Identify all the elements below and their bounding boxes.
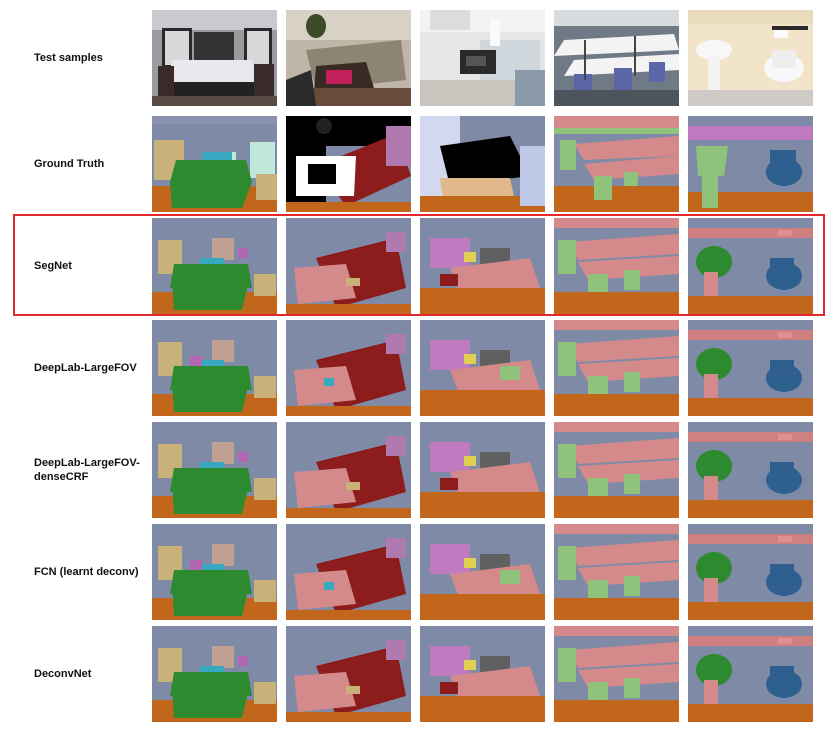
- segmentation-living-room-tile: [286, 524, 411, 620]
- segmentation-bedroom-tile: [152, 116, 277, 212]
- row-label: DeepLab-LargeFOV: [34, 362, 137, 374]
- segmentation-bedroom-tile: [152, 218, 277, 314]
- row-label: FCN (learnt deconv): [34, 566, 139, 578]
- photo-bedroom-tile: [152, 10, 277, 106]
- row-deconvnet: DeconvNet: [0, 626, 832, 722]
- segmentation-classroom-tile: [554, 320, 679, 416]
- row-label: SegNet: [34, 260, 72, 272]
- segmentation-bedroom-tile: [152, 524, 277, 620]
- row-label: Ground Truth: [34, 158, 105, 170]
- segmentation-kitchen-tile: [420, 116, 545, 212]
- photo-living-room-tile: [286, 10, 411, 106]
- row-ground-truth: Ground Truth: [0, 116, 832, 212]
- segmentation-kitchen-tile: [420, 626, 545, 722]
- row-test-samples: Test samples: [0, 10, 832, 106]
- segmentation-kitchen-tile: [420, 422, 545, 518]
- segmentation-bathroom-tile: [688, 320, 813, 416]
- segmentation-kitchen-tile: [420, 218, 545, 314]
- segmentation-bedroom-tile: [152, 422, 277, 518]
- row-deeplab-largefov: DeepLab-LargeFOV: [0, 320, 832, 416]
- segmentation-living-room-tile: [286, 218, 411, 314]
- row-label: DeconvNet: [34, 668, 92, 680]
- row-label: Test samples: [34, 52, 103, 64]
- segmentation-classroom-tile: [554, 218, 679, 314]
- segmentation-living-room-tile: [286, 422, 411, 518]
- row-fcn-learnt-deconv: FCN (learnt deconv): [0, 524, 832, 620]
- photo-kitchen-tile: [420, 10, 545, 106]
- segmentation-bedroom-tile: [152, 626, 277, 722]
- segmentation-classroom-tile: [554, 422, 679, 518]
- segmentation-kitchen-tile: [420, 524, 545, 620]
- segmentation-classroom-tile: [554, 626, 679, 722]
- segmentation-bathroom-tile: [688, 116, 813, 212]
- segmentation-classroom-tile: [554, 116, 679, 212]
- photo-classroom-tile: [554, 10, 679, 106]
- segmentation-bathroom-tile: [688, 524, 813, 620]
- segmentation-bedroom-tile: [152, 320, 277, 416]
- segmentation-bathroom-tile: [688, 626, 813, 722]
- segmentation-living-room-tile: [286, 320, 411, 416]
- segnet-highlight-box: [13, 214, 825, 316]
- row-segnet: SegNet: [0, 218, 832, 314]
- segmentation-bathroom-tile: [688, 422, 813, 518]
- segmentation-classroom-tile: [554, 524, 679, 620]
- row-deeplab-largefov-densecrf: DeepLab-LargeFOV- denseCRF: [0, 422, 832, 518]
- segmentation-living-room-tile: [286, 626, 411, 722]
- photo-bathroom-tile: [688, 10, 813, 106]
- segmentation-kitchen-tile: [420, 320, 545, 416]
- segmentation-living-room-tile: [286, 116, 411, 212]
- row-label: DeepLab-LargeFOV- denseCRF: [34, 457, 140, 483]
- segmentation-bathroom-tile: [688, 218, 813, 314]
